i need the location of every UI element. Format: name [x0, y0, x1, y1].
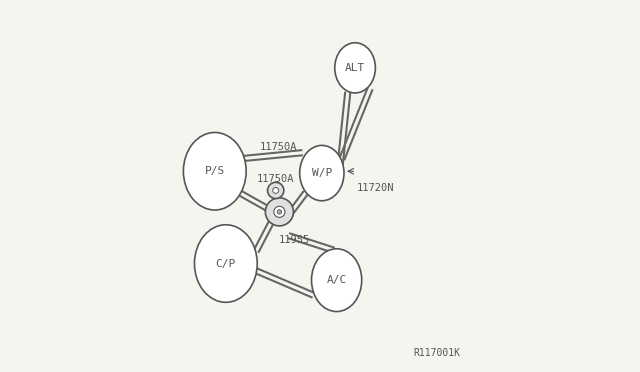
Text: P/S: P/S	[205, 166, 225, 176]
Ellipse shape	[195, 225, 257, 302]
Text: 11750A: 11750A	[257, 174, 294, 185]
Ellipse shape	[312, 249, 362, 311]
Text: R117001K: R117001K	[413, 348, 460, 358]
Text: C/P: C/P	[216, 259, 236, 269]
Text: A/C: A/C	[326, 275, 347, 285]
Ellipse shape	[300, 145, 344, 201]
Text: W/P: W/P	[312, 168, 332, 178]
Circle shape	[277, 210, 282, 214]
Text: 11955: 11955	[278, 234, 310, 244]
Text: 11750A: 11750A	[260, 142, 298, 152]
Circle shape	[268, 182, 284, 199]
Circle shape	[274, 206, 285, 217]
Ellipse shape	[184, 132, 246, 210]
Circle shape	[273, 187, 278, 193]
Text: ALT: ALT	[345, 63, 365, 73]
Text: 11720N: 11720N	[357, 183, 394, 193]
Ellipse shape	[335, 43, 376, 93]
Circle shape	[266, 198, 293, 226]
